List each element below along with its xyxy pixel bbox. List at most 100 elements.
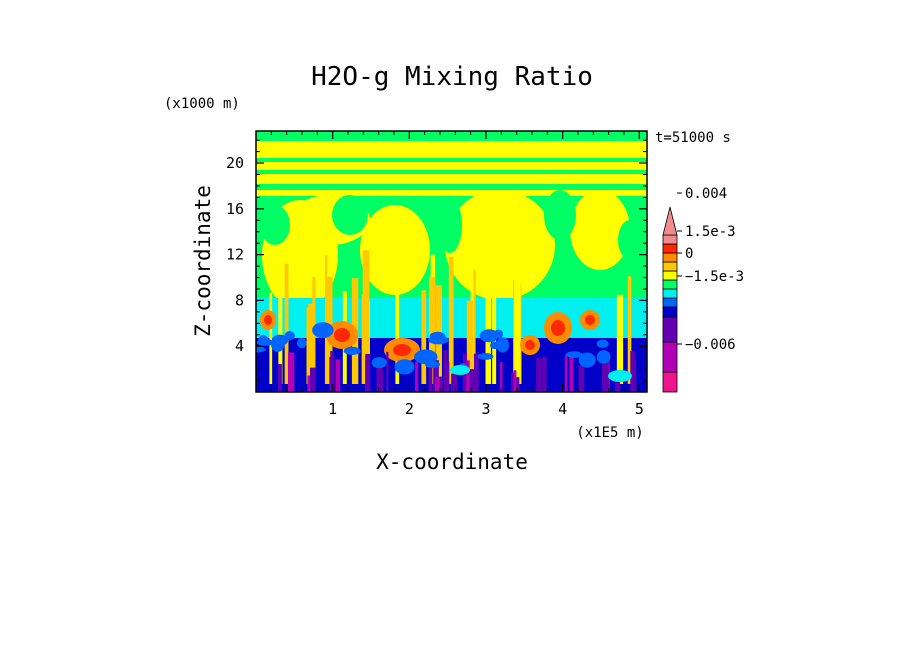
field-patch (569, 352, 574, 392)
field-patch (466, 300, 473, 384)
field-patch (514, 377, 520, 392)
field-patch (513, 370, 517, 392)
field-patch (256, 170, 647, 174)
colorbar-label: −1.5e-3 (685, 269, 744, 285)
colorbar-swatch (662, 288, 678, 299)
colorbar-label: 0 (685, 246, 693, 262)
field-patch (428, 335, 449, 345)
field-patch (334, 328, 350, 342)
field-patch (602, 361, 609, 392)
field-patch (616, 294, 624, 384)
field-patch (446, 362, 450, 392)
field-patch (415, 361, 419, 392)
field-patch (260, 205, 290, 245)
field-patch (256, 131, 647, 141)
field-patch (485, 255, 490, 384)
colorbar-swatch (662, 234, 678, 245)
field-patch (544, 190, 576, 240)
field-patch (551, 320, 565, 336)
field-patch (278, 364, 282, 392)
y-tick-label: 12 (226, 246, 244, 264)
field-patch (386, 351, 389, 392)
field-patch (284, 331, 295, 341)
x-axis-label: X-coordinate (376, 450, 528, 474)
field-patch (362, 250, 370, 384)
y-axis: 4 8 12 16 20 (226, 139, 647, 382)
field-patch (414, 349, 438, 365)
field-patch (570, 190, 630, 270)
time-label: t=51000 s (655, 130, 731, 146)
x-tick-label: 4 (558, 400, 567, 418)
y-tick-label: 8 (235, 291, 244, 309)
field-patch (269, 292, 273, 384)
y-tick-label: 4 (235, 337, 244, 355)
field-patch (296, 338, 307, 349)
field-patch (428, 277, 436, 384)
colorbar: 0.004 1.5e-3 0 −1.5e-3 −0.006 (662, 186, 744, 393)
chart-title: H2O-g Mixing Ratio (311, 62, 593, 92)
field-patch (578, 365, 585, 392)
colorbar-swatch (662, 279, 678, 290)
field-patch (536, 358, 542, 392)
colorbar-arrow (662, 206, 678, 236)
field-patch (264, 315, 272, 325)
y-axis-label: Z-coordinate (191, 185, 215, 337)
field-patch (627, 276, 632, 384)
field-patch (335, 359, 341, 392)
colorbar-swatch (662, 270, 678, 281)
field-patch (450, 266, 453, 384)
colorbar-label: 0.004 (685, 186, 727, 202)
colorbar-swatch (662, 297, 678, 308)
field-patch (360, 205, 430, 295)
field-patch (324, 254, 328, 384)
field-patch (511, 372, 516, 392)
field-patch (365, 353, 371, 392)
field-patch (343, 346, 361, 355)
field-patch (479, 329, 499, 343)
field-patch (525, 340, 535, 350)
field-patch (514, 263, 521, 384)
field-patch (256, 346, 266, 353)
colorbar-swatch (662, 306, 678, 318)
colorbar-swatch (662, 341, 678, 373)
field-patch (585, 315, 595, 325)
y-tick-label: 20 (226, 154, 244, 172)
field-patch (565, 351, 583, 358)
y-scale-label: (x1000 m) (164, 96, 240, 112)
colorbar-swatch (662, 316, 678, 343)
field-patch (256, 158, 647, 162)
field-patch (435, 377, 440, 392)
field-patch (618, 220, 642, 260)
field-patch (371, 357, 387, 369)
x-tick-label: 3 (481, 400, 490, 418)
colorbar-swatch (662, 371, 678, 393)
field-patch (608, 370, 632, 382)
field-patch (256, 184, 647, 190)
field-patch (332, 195, 368, 235)
field-patch (615, 373, 621, 392)
field-patch (433, 360, 439, 392)
x-axis: 1 2 3 4 5 (270, 131, 644, 418)
field-patch (542, 356, 547, 392)
field-patch (631, 360, 637, 392)
field-patch (284, 263, 289, 384)
field-patch (477, 352, 494, 360)
field-patch (438, 197, 462, 253)
colorbar-swatch (662, 243, 678, 254)
field-patch (329, 356, 335, 392)
x-tick-label: 2 (405, 400, 414, 418)
field-patch (564, 354, 568, 392)
colorbar-swatch (662, 252, 678, 263)
field-patch (421, 290, 427, 384)
field-patch (428, 366, 433, 392)
field-patch (395, 254, 400, 384)
field-patch (312, 322, 334, 339)
field-patch (445, 190, 555, 300)
field-patch (578, 352, 596, 368)
field-patch (500, 362, 503, 392)
field-patch (596, 350, 611, 364)
field-patch (376, 367, 384, 392)
x-tick-label: 5 (635, 400, 644, 418)
field-patch (469, 369, 477, 392)
